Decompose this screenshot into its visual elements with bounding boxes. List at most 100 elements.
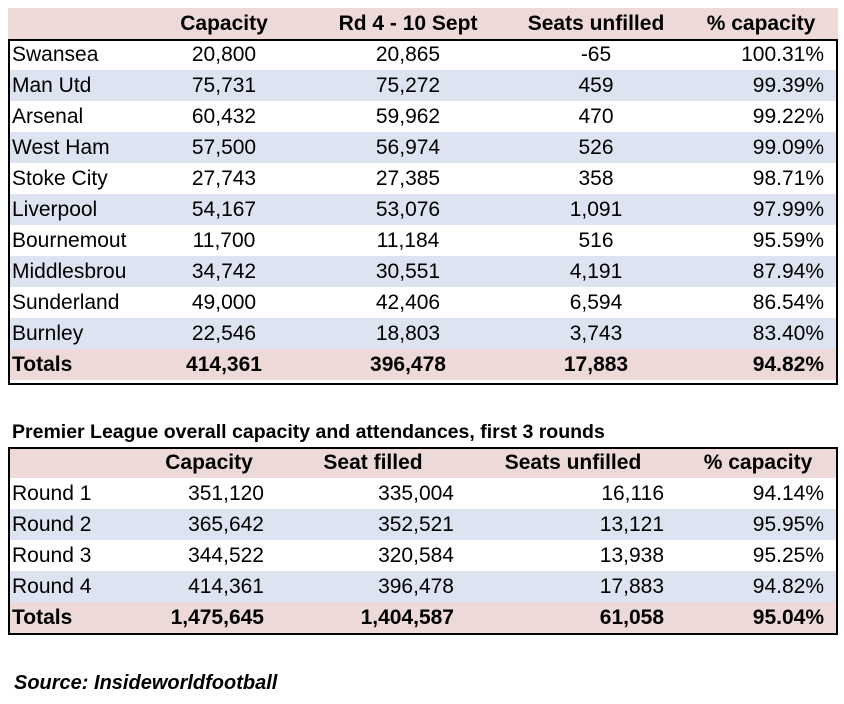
value-cell: 16,116 [468,478,678,509]
value-cell: 335,004 [278,478,468,509]
table-row: Liverpool 54,167 53,076 1,091 97.99% [8,194,838,225]
totals-value-cell: 414,361 [140,349,308,380]
row-label-cell: Liverpool [8,194,140,225]
value-cell: 83.40% [684,318,838,349]
value-cell: 516 [508,225,684,256]
table-row: Man Utd 75,731 75,272 459 99.39% [8,70,838,101]
value-cell: 20,800 [140,39,308,70]
row-label-cell: Round 1 [8,478,140,509]
row-label-cell: Round 3 [8,540,140,571]
row-label-cell: Sunderland [8,287,140,318]
value-cell: 17,883 [468,571,678,602]
value-cell: 87.94% [684,256,838,287]
value-cell: 60,432 [140,101,308,132]
value-cell: 11,184 [308,225,508,256]
header-cell: Capacity [140,447,278,478]
value-cell: 320,584 [278,540,468,571]
value-cell: 57,500 [140,132,308,163]
totals-value-cell: 17,883 [508,349,684,380]
header-cell: Seats unfilled [468,447,678,478]
value-cell: 53,076 [308,194,508,225]
value-cell: 344,522 [140,540,278,571]
value-cell: 526 [508,132,684,163]
table-header-row: Capacity Rd 4 - 10 Sept Seats unfilled %… [8,8,838,39]
totals-value-cell: 1,404,587 [278,602,468,633]
totals-row: Totals 1,475,645 1,404,587 61,058 95.04% [8,602,838,633]
header-cell: Rd 4 - 10 Sept [308,8,508,39]
value-cell: 59,962 [308,101,508,132]
table-row: Round 3 344,522 320,584 13,938 95.25% [8,540,838,571]
header-cell: Capacity [140,8,308,39]
value-cell: 13,121 [468,509,678,540]
value-cell: 365,642 [140,509,278,540]
club-attendance-table: Capacity Rd 4 - 10 Sept Seats unfilled %… [8,8,838,380]
value-cell: 86.54% [684,287,838,318]
row-label-cell: Man Utd [8,70,140,101]
value-cell: 99.09% [684,132,838,163]
value-cell: 459 [508,70,684,101]
row-label-cell: Round 2 [8,509,140,540]
totals-value-cell: 94.82% [684,349,838,380]
table-row: Sunderland 49,000 42,406 6,594 86.54% [8,287,838,318]
value-cell: 95.59% [684,225,838,256]
value-cell: 13,938 [468,540,678,571]
value-cell: 351,120 [140,478,278,509]
header-cell: % capacity [684,8,838,39]
value-cell: 4,191 [508,256,684,287]
value-cell: 396,478 [278,571,468,602]
totals-value-cell: 396,478 [308,349,508,380]
header-cell: Seats unfilled [508,8,684,39]
table-row: Round 2 365,642 352,521 13,121 95.95% [8,509,838,540]
header-cell [8,447,140,478]
value-cell: 75,731 [140,70,308,101]
value-cell: 352,521 [278,509,468,540]
table-row: Round 1 351,120 335,004 16,116 94.14% [8,478,838,509]
table-row: Burnley 22,546 18,803 3,743 83.40% [8,318,838,349]
value-cell: 99.39% [684,70,838,101]
value-cell: 54,167 [140,194,308,225]
value-cell: 98.71% [684,163,838,194]
value-cell: 27,743 [140,163,308,194]
header-cell: % capacity [678,447,838,478]
value-cell: 97.99% [684,194,838,225]
value-cell: 20,865 [308,39,508,70]
table-row: Middlesbrou 34,742 30,551 4,191 87.94% [8,256,838,287]
row-label-cell: Swansea [8,39,140,70]
header-cell: Seat filled [278,447,468,478]
value-cell: 6,594 [508,287,684,318]
value-cell: 75,272 [308,70,508,101]
totals-label-cell: Totals [8,602,140,633]
value-cell: 95.95% [678,509,838,540]
value-cell: 95.25% [678,540,838,571]
row-label-cell: Round 4 [8,571,140,602]
value-cell: 27,385 [308,163,508,194]
row-label-cell: Bournemout [8,225,140,256]
row-label-cell: Arsenal [8,101,140,132]
table-row: Round 4 414,361 396,478 17,883 94.82% [8,571,838,602]
source-note: Source: Insideworldfootball [14,672,278,694]
value-cell: 414,361 [140,571,278,602]
rounds-attendance-table: Capacity Seat filled Seats unfilled % ca… [8,447,838,633]
table-header-row: Capacity Seat filled Seats unfilled % ca… [8,447,838,478]
table-row: Swansea 20,800 20,865 -65 100.31% [8,39,838,70]
value-cell: 18,803 [308,318,508,349]
row-label-cell: Middlesbrou [8,256,140,287]
value-cell: 99.22% [684,101,838,132]
totals-value-cell: 61,058 [468,602,678,633]
value-cell: 49,000 [140,287,308,318]
value-cell: 42,406 [308,287,508,318]
value-cell: 100.31% [684,39,838,70]
rounds-table-title: Premier League overall capacity and atte… [12,421,605,443]
table-row: Bournemout 11,700 11,184 516 95.59% [8,225,838,256]
row-label-cell: West Ham [8,132,140,163]
table-row: Arsenal 60,432 59,962 470 99.22% [8,101,838,132]
table-row: Stoke City 27,743 27,385 358 98.71% [8,163,838,194]
table-row: West Ham 57,500 56,974 526 99.09% [8,132,838,163]
value-cell: 11,700 [140,225,308,256]
row-label-cell: Burnley [8,318,140,349]
row-label-cell: Stoke City [8,163,140,194]
value-cell: 470 [508,101,684,132]
value-cell: 34,742 [140,256,308,287]
value-cell: 1,091 [508,194,684,225]
totals-value-cell: 95.04% [678,602,838,633]
